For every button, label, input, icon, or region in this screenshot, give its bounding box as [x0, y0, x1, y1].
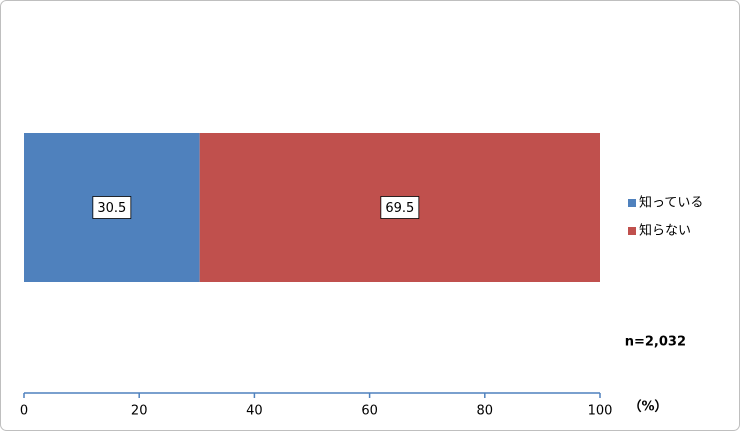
x-axis-label: （%）: [628, 399, 667, 415]
data-label-box: [92, 196, 132, 219]
x-tick-label: 20: [131, 404, 148, 419]
legend-swatch: [628, 227, 636, 235]
data-label: 69.5: [385, 201, 414, 216]
data-label-box: [380, 196, 420, 219]
x-tick-label: 40: [246, 404, 263, 419]
annotation: n=2,032: [625, 335, 686, 350]
x-tick-label: 0: [20, 404, 28, 419]
legend-label: 知らない: [639, 223, 691, 239]
x-tick-label: 80: [477, 404, 494, 419]
data-label: 30.5: [97, 201, 126, 216]
x-tick-label: 100: [588, 404, 613, 419]
x-tick-label: 60: [361, 404, 378, 419]
legend-swatch: [628, 199, 636, 207]
legend-label: 知っている: [639, 195, 703, 211]
